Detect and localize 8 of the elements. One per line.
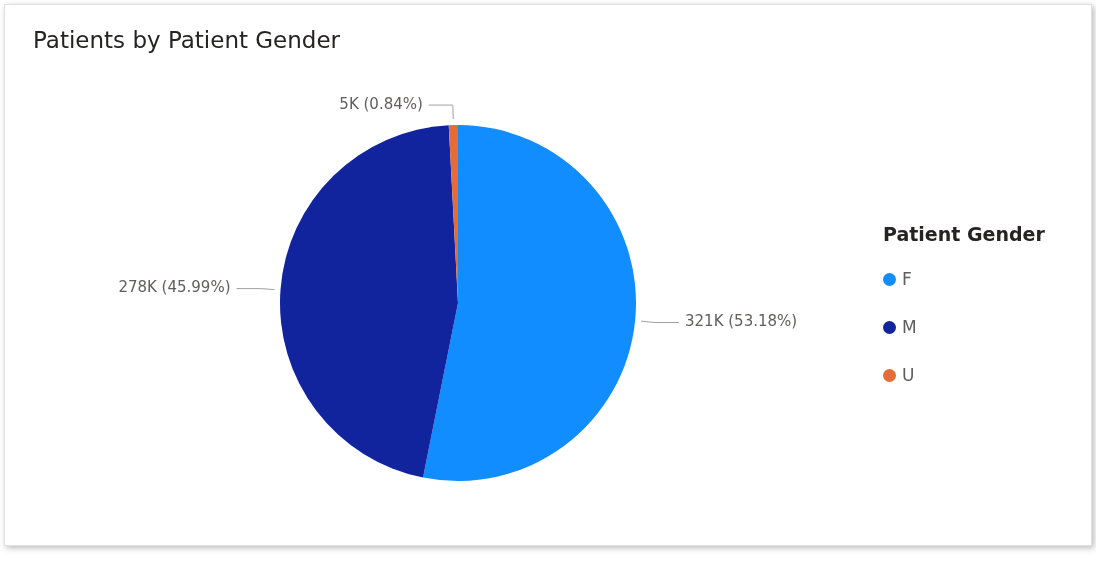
data-label: 321K (53.18%) xyxy=(685,312,798,331)
legend-label: U xyxy=(902,365,915,385)
chart-title: Patients by Patient Gender xyxy=(33,27,341,53)
legend-title: Patient Gender xyxy=(883,223,1045,245)
legend-label: F xyxy=(902,269,912,289)
legend-label: M xyxy=(902,317,917,337)
data-label: 5K (0.84%) xyxy=(339,94,423,113)
data-label: 278K (45.99%) xyxy=(118,278,231,297)
